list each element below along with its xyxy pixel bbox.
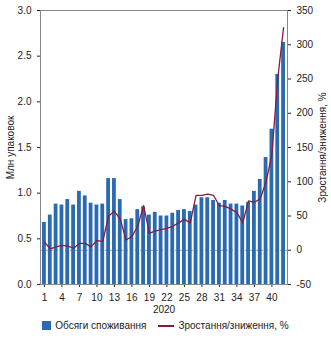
svg-text:1.5: 1.5 (18, 142, 32, 153)
svg-text:Зростання/зниження, %: Зростання/зниження, % (317, 92, 328, 202)
svg-text:13: 13 (109, 292, 121, 303)
svg-text:34: 34 (231, 292, 243, 303)
svg-text:2.5: 2.5 (18, 50, 32, 61)
svg-text:7: 7 (77, 292, 83, 303)
svg-text:40: 40 (266, 292, 278, 303)
svg-text:2.0: 2.0 (18, 96, 32, 107)
svg-text:150: 150 (297, 142, 314, 153)
svg-text:16: 16 (126, 292, 138, 303)
svg-text:28: 28 (196, 292, 208, 303)
svg-text:Млн упаковок: Млн упаковок (5, 115, 16, 179)
svg-text:31: 31 (214, 292, 226, 303)
svg-text:0.5: 0.5 (18, 233, 32, 244)
svg-text:300: 300 (297, 39, 314, 50)
svg-text:0: 0 (297, 244, 303, 255)
svg-text:37: 37 (249, 292, 261, 303)
svg-text:0.0: 0.0 (18, 279, 32, 290)
svg-text:4: 4 (59, 292, 65, 303)
svg-text:100: 100 (297, 176, 314, 187)
svg-text:2020: 2020 (153, 304, 176, 315)
html-text:Обсяги споживання: Обсяги споживання (55, 320, 147, 331)
svg-text:-50: -50 (297, 279, 312, 290)
svg-text:1: 1 (42, 292, 48, 303)
html-text:Зростання/зниження, %: Зростання/зниження, % (178, 320, 289, 331)
svg-text:3.0: 3.0 (18, 5, 32, 16)
svg-text:22: 22 (161, 292, 173, 303)
svg-text:250: 250 (297, 73, 314, 84)
svg-text:350: 350 (297, 5, 314, 16)
svg-text:10: 10 (91, 292, 103, 303)
svg-text:200: 200 (297, 107, 314, 118)
svg-text:50: 50 (297, 210, 309, 221)
svg-text:19: 19 (144, 292, 156, 303)
svg-text:1.0: 1.0 (18, 187, 32, 198)
svg-text:25: 25 (179, 292, 191, 303)
